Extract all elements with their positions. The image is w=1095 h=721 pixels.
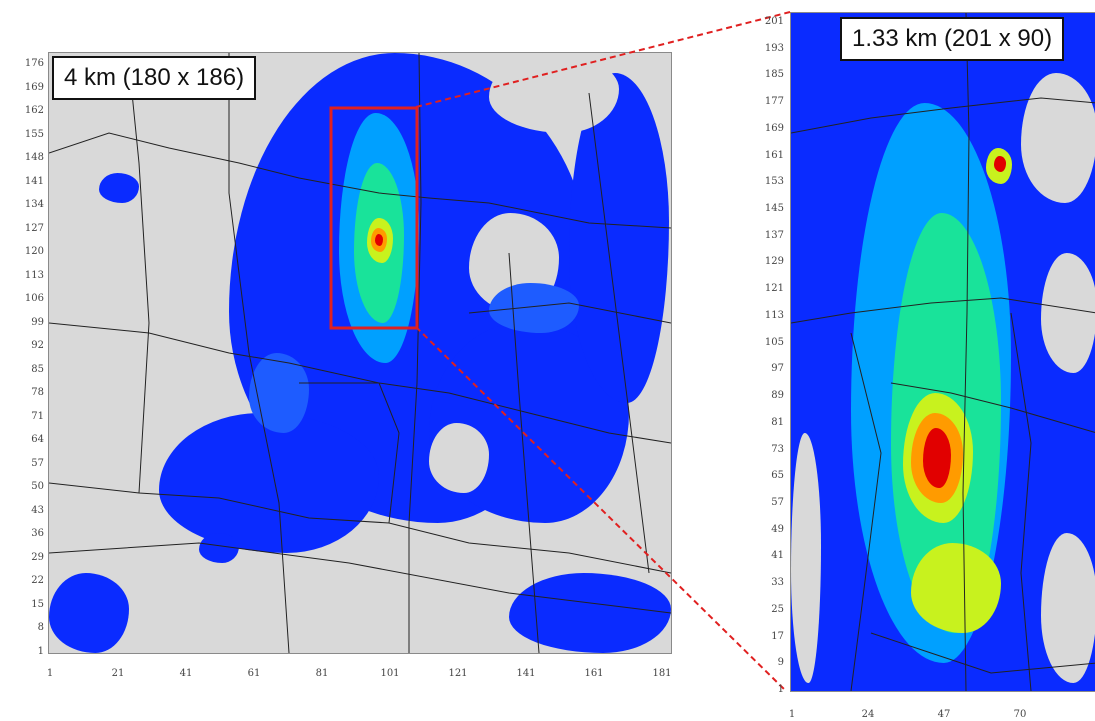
y-tick-label: 1 [14, 646, 44, 657]
right-map-1-33km [790, 12, 1095, 692]
y-tick-label: 127 [14, 223, 44, 234]
y-tick-label: 64 [14, 434, 44, 445]
y-tick-label: 169 [754, 123, 784, 134]
y-tick-label: 106 [14, 293, 44, 304]
left-map-label: 4 km (180 x 186) [52, 56, 256, 100]
y-tick-label: 185 [754, 69, 784, 80]
y-tick-label: 22 [14, 575, 44, 586]
x-tick-label: 1 [777, 709, 807, 720]
y-tick-label: 65 [754, 470, 784, 481]
state-borders [49, 53, 671, 653]
y-tick-label: 105 [754, 337, 784, 348]
y-tick-label: 8 [14, 622, 44, 633]
left-map-4km [48, 52, 672, 654]
y-tick-label: 17 [754, 631, 784, 642]
x-tick-label: 141 [511, 668, 541, 679]
x-tick-label: 1 [35, 668, 65, 679]
y-tick-label: 71 [14, 411, 44, 422]
y-tick-label: 161 [754, 150, 784, 161]
y-tick-label: 176 [14, 58, 44, 69]
y-tick-label: 97 [754, 363, 784, 374]
y-tick-label: 120 [14, 246, 44, 257]
x-tick-label: 181 [647, 668, 677, 679]
y-tick-label: 78 [14, 387, 44, 398]
y-tick-label: 1 [754, 684, 784, 695]
y-tick-label: 193 [754, 43, 784, 54]
x-tick-label: 161 [579, 668, 609, 679]
zoom-box [331, 108, 417, 328]
y-tick-label: 134 [14, 199, 44, 210]
x-tick-label: 21 [103, 668, 133, 679]
x-tick-label: 121 [443, 668, 473, 679]
x-tick-label: 101 [375, 668, 405, 679]
x-tick-label: 41 [171, 668, 201, 679]
y-tick-label: 81 [754, 417, 784, 428]
y-tick-label: 57 [754, 497, 784, 508]
y-tick-label: 15 [14, 599, 44, 610]
y-tick-label: 201 [754, 16, 784, 27]
y-tick-label: 137 [754, 230, 784, 241]
y-tick-label: 129 [754, 256, 784, 267]
y-tick-label: 50 [14, 481, 44, 492]
y-tick-label: 43 [14, 505, 44, 516]
y-tick-label: 148 [14, 152, 44, 163]
y-tick-label: 145 [754, 203, 784, 214]
y-tick-label: 113 [754, 310, 784, 321]
y-tick-label: 9 [754, 657, 784, 668]
y-tick-label: 113 [14, 270, 44, 281]
x-tick-label: 24 [853, 709, 883, 720]
x-tick-label: 47 [929, 709, 959, 720]
y-tick-label: 162 [14, 105, 44, 116]
y-tick-label: 99 [14, 317, 44, 328]
y-tick-label: 121 [754, 283, 784, 294]
y-tick-label: 36 [14, 528, 44, 539]
y-tick-label: 169 [14, 82, 44, 93]
y-tick-label: 153 [754, 176, 784, 187]
y-tick-label: 29 [14, 552, 44, 563]
y-tick-label: 92 [14, 340, 44, 351]
y-tick-label: 57 [14, 458, 44, 469]
x-tick-label: 70 [1005, 709, 1035, 720]
y-tick-label: 85 [14, 364, 44, 375]
y-tick-label: 41 [754, 550, 784, 561]
y-tick-label: 25 [754, 604, 784, 615]
y-tick-label: 49 [754, 524, 784, 535]
y-tick-label: 89 [754, 390, 784, 401]
x-tick-label: 61 [239, 668, 269, 679]
y-tick-label: 177 [754, 96, 784, 107]
x-tick-label: 81 [307, 668, 337, 679]
right-map-label: 1.33 km (201 x 90) [840, 17, 1064, 61]
y-tick-label: 141 [14, 176, 44, 187]
y-tick-label: 73 [754, 444, 784, 455]
y-tick-label: 33 [754, 577, 784, 588]
state-borders [791, 13, 1095, 691]
y-tick-label: 155 [14, 129, 44, 140]
